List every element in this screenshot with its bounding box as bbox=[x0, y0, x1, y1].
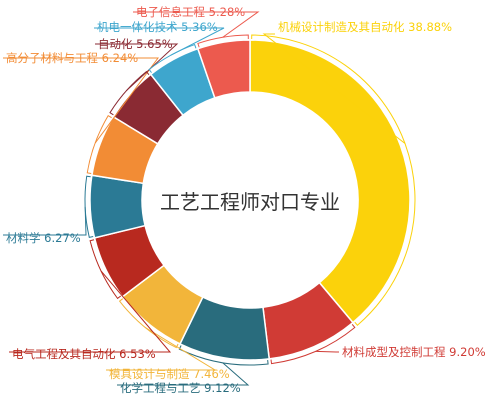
slice-label: 机械设计制造及其自动化 38.88% bbox=[278, 20, 452, 34]
slice-label: 高分子材料与工程 6.24% bbox=[6, 51, 138, 65]
slice-label: 电气工程及其自动化 6.53% bbox=[12, 347, 156, 361]
slice-label: 化学工程与工艺 9.12% bbox=[120, 381, 241, 395]
slice-label: 机电一体化技术 5.36% bbox=[97, 20, 218, 34]
slice-leader-line bbox=[133, 11, 260, 38]
slice-label: 自动化 5.65% bbox=[98, 37, 173, 51]
slice-leader-line bbox=[3, 57, 159, 144]
slice-labels-layer: 机械设计制造及其自动化 38.88% 材料成型及控制工程 9.20% 化学工程与工艺… bbox=[6, 5, 486, 395]
donut-slice[interactable] bbox=[249, 39, 411, 324]
slice-leader-line bbox=[9, 270, 172, 353]
slice-bracket bbox=[197, 34, 249, 48]
slice-label: 模具设计与制造 7.46% bbox=[109, 367, 230, 381]
slice-leader-line bbox=[94, 27, 225, 56]
slice-label: 材料成型及控制工程 9.20% bbox=[342, 345, 486, 359]
slice-bracket bbox=[84, 175, 94, 238]
slice-leader-line bbox=[106, 327, 217, 371]
slice-bracket bbox=[270, 324, 356, 365]
slice-leader-line bbox=[117, 362, 250, 386]
chart-center-title: 工艺工程师对口专业 bbox=[160, 190, 340, 214]
slice-leader-line bbox=[315, 350, 339, 353]
slice-label: 电子信息工程 5.28% bbox=[136, 5, 245, 19]
slice-leader-line bbox=[262, 33, 406, 144]
slice-leader-line bbox=[95, 43, 179, 91]
slices-layer bbox=[89, 39, 411, 361]
leader-lines-layer bbox=[3, 11, 416, 386]
slice-leader-line bbox=[3, 206, 87, 236]
slice-label: 材料学 6.27% bbox=[6, 231, 81, 245]
slice-bracket bbox=[251, 34, 416, 326]
donut-slice[interactable] bbox=[196, 39, 251, 99]
